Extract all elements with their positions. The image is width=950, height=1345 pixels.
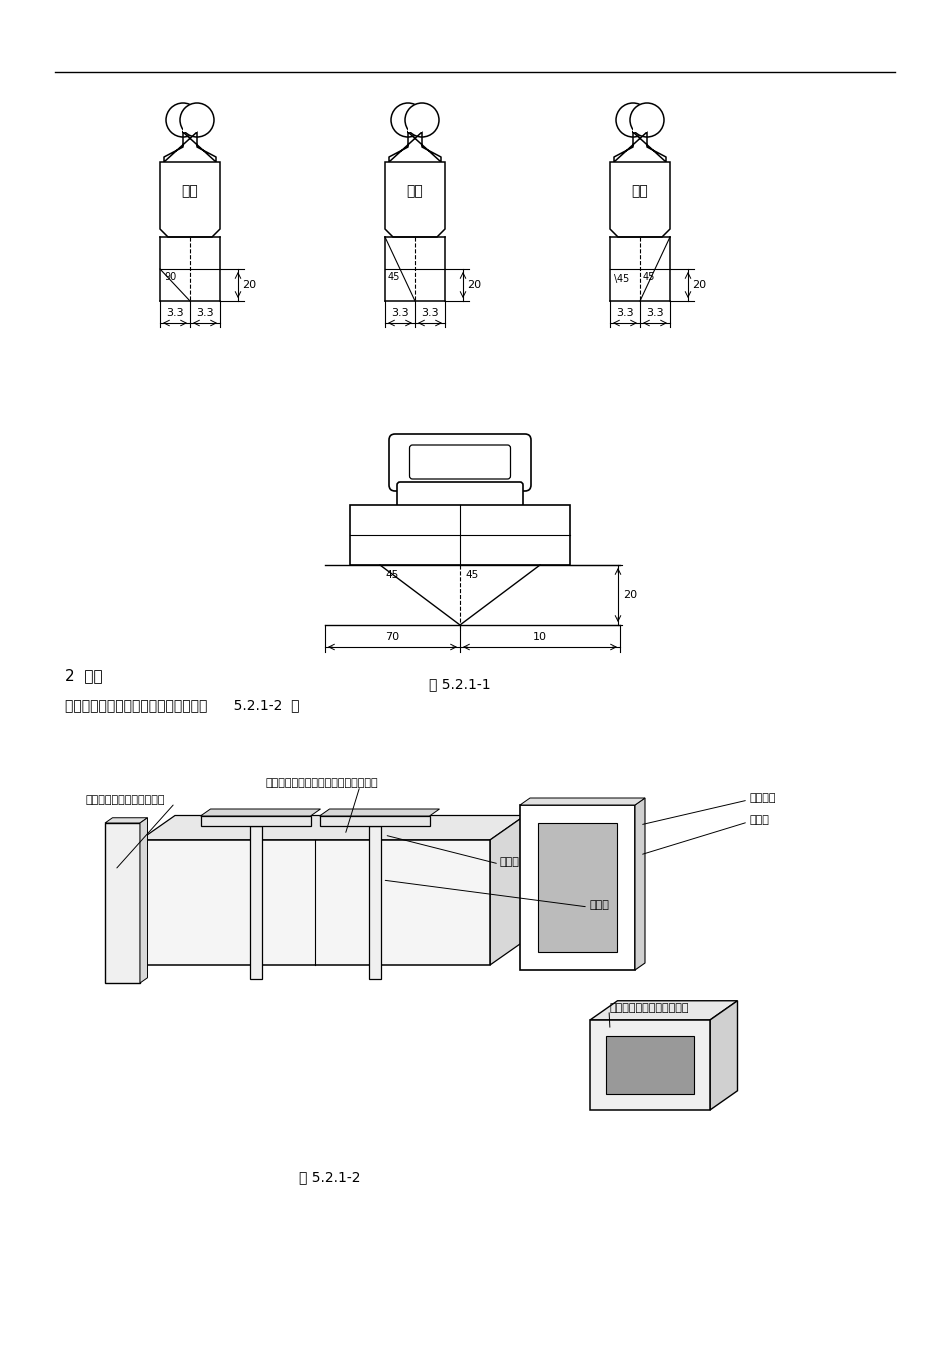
Text: 3.3: 3.3 — [617, 308, 634, 317]
Circle shape — [405, 104, 439, 137]
Text: 3.3: 3.3 — [197, 308, 214, 317]
Text: 20: 20 — [623, 590, 637, 600]
Polygon shape — [606, 1036, 694, 1093]
Polygon shape — [538, 823, 617, 952]
Polygon shape — [710, 1001, 737, 1110]
Polygon shape — [319, 808, 440, 816]
Bar — [369, 826, 381, 979]
Polygon shape — [105, 823, 140, 983]
Text: 压紧横杆: 压紧横杆 — [750, 794, 776, 803]
Text: 20: 20 — [467, 280, 481, 291]
Bar — [319, 816, 429, 826]
Text: 3.3: 3.3 — [646, 308, 664, 317]
Circle shape — [616, 104, 650, 137]
Text: 10: 10 — [533, 632, 547, 642]
Polygon shape — [633, 120, 647, 132]
Text: $\backslash$45: $\backslash$45 — [613, 272, 630, 285]
Circle shape — [180, 104, 214, 137]
Polygon shape — [408, 120, 422, 132]
Text: 黑色: 黑色 — [632, 184, 648, 199]
Text: 3.3: 3.3 — [166, 308, 183, 317]
Polygon shape — [590, 1001, 737, 1020]
Polygon shape — [590, 1020, 710, 1110]
Polygon shape — [183, 120, 197, 132]
Text: 内公模（木料制作空心模）: 内公模（木料制作空心模） — [85, 795, 164, 806]
Text: 弓型架: 弓型架 — [590, 900, 610, 911]
Polygon shape — [175, 815, 525, 940]
Polygon shape — [160, 161, 220, 237]
Circle shape — [391, 104, 425, 137]
Polygon shape — [140, 841, 490, 964]
Text: 遂钓轴: 遂钓轴 — [500, 857, 520, 868]
Polygon shape — [520, 806, 635, 970]
Text: 2  模具: 2 模具 — [65, 668, 103, 683]
Circle shape — [166, 104, 200, 137]
Bar — [250, 826, 261, 979]
FancyBboxPatch shape — [409, 445, 510, 479]
Text: 外卡母模（槽、角锂或硬木制作而成）: 外卡母模（槽、角锂或硬木制作而成） — [265, 777, 377, 788]
Text: 蓝色: 蓝色 — [407, 184, 424, 199]
Text: 45: 45 — [643, 272, 656, 282]
Bar — [350, 504, 570, 565]
FancyBboxPatch shape — [389, 434, 531, 491]
Polygon shape — [140, 815, 525, 841]
Circle shape — [630, 104, 664, 137]
Text: 图 5.2.1-2: 图 5.2.1-2 — [299, 1170, 361, 1184]
Text: 90: 90 — [164, 272, 177, 282]
Polygon shape — [140, 818, 147, 983]
Polygon shape — [385, 161, 445, 237]
Text: 复合风管、管口成型的公母型模具（图      5.2.1-2  ）: 复合风管、管口成型的公母型模具（图 5.2.1-2 ） — [65, 698, 299, 712]
Polygon shape — [610, 161, 670, 237]
Text: 20: 20 — [242, 280, 256, 291]
Polygon shape — [520, 798, 645, 806]
Text: 图 5.2.1-1: 图 5.2.1-1 — [429, 677, 491, 691]
Text: 红色: 红色 — [181, 184, 199, 199]
Polygon shape — [490, 815, 525, 964]
Bar — [200, 816, 311, 826]
Text: 3.3: 3.3 — [421, 308, 439, 317]
Polygon shape — [200, 808, 320, 816]
Text: 70: 70 — [386, 632, 400, 642]
Text: 45: 45 — [385, 570, 398, 580]
Text: 3.3: 3.3 — [391, 308, 408, 317]
Text: 45: 45 — [388, 272, 400, 282]
Polygon shape — [105, 818, 147, 823]
Polygon shape — [635, 798, 645, 970]
Text: 45: 45 — [465, 570, 478, 580]
Text: 20: 20 — [692, 280, 706, 291]
Text: 内公模（木料制作空心模）: 内公模（木料制作空心模） — [610, 1003, 690, 1013]
FancyBboxPatch shape — [397, 482, 523, 508]
Text: 定位销: 定位销 — [750, 815, 770, 824]
